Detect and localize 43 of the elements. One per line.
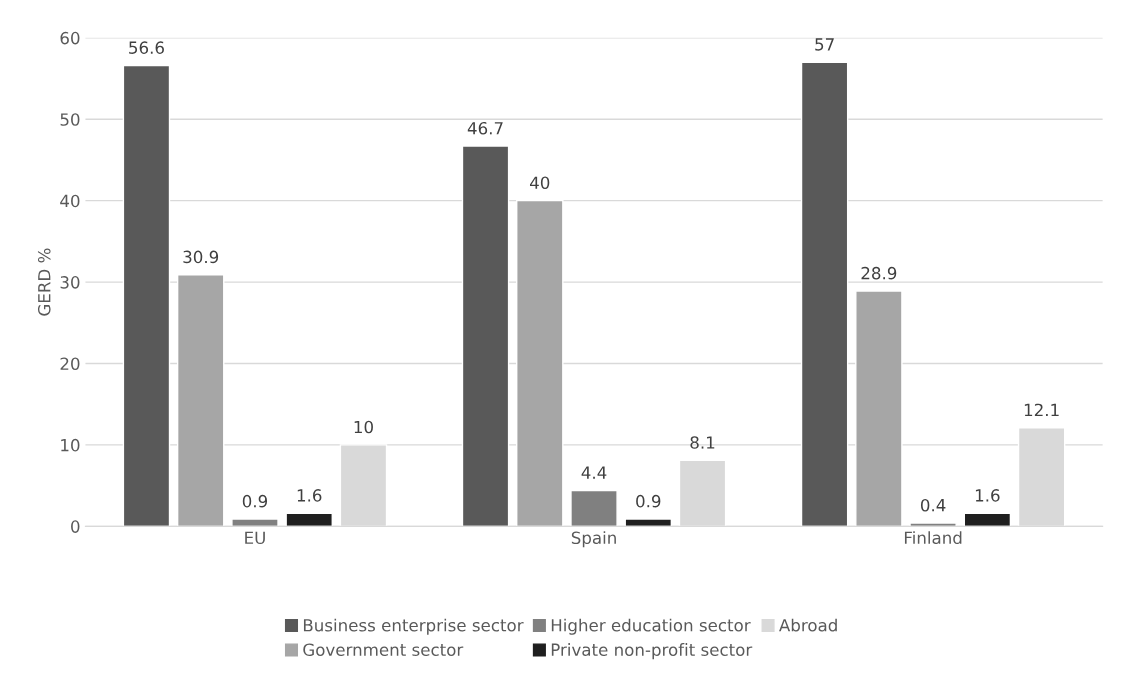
legend-label: Higher education sector (551, 618, 751, 635)
legend-label: Government sector (303, 643, 464, 657)
y-tick-label: 40 (60, 194, 80, 208)
x-tick-label: EU (245, 531, 265, 545)
bar (909, 522, 957, 527)
y-tick-label: 10 (61, 438, 80, 452)
data-label: 57 (815, 38, 834, 51)
data-label: 8.1 (690, 436, 715, 449)
bar (570, 489, 618, 527)
legend-label: Private non-profit sector (551, 643, 753, 660)
data-label: 56.6 (129, 41, 164, 54)
bar (176, 274, 225, 527)
y-tick-label: 20 (60, 357, 80, 371)
bar (122, 64, 171, 527)
data-label: 30.9 (183, 250, 219, 264)
data-label: 0.4 (920, 498, 946, 512)
data-label: 0.9 (636, 494, 661, 508)
x-tick-label: Finland (904, 531, 962, 545)
y-axis-title: GERD % (37, 248, 51, 316)
legend-label: Business enterprise sector (303, 618, 524, 635)
y-tick-label: 30 (60, 276, 80, 289)
y-tick-label: 60 (60, 31, 80, 45)
bar (516, 199, 564, 527)
data-label: 0.9 (242, 494, 268, 508)
data-label: 46.7 (467, 121, 503, 135)
bar (963, 512, 1012, 527)
y-tick-label: 0 (71, 520, 80, 533)
bar (231, 518, 279, 527)
bar (800, 61, 849, 527)
y-tick-label: 50 (60, 113, 80, 126)
data-label: 12.1 (1024, 403, 1059, 417)
bar (461, 145, 510, 527)
legend-label: Abroad (779, 618, 837, 632)
bar (624, 518, 673, 527)
data-label: 1.6 (297, 489, 322, 502)
data-label: 40 (529, 176, 550, 190)
bar (855, 290, 903, 527)
data-label: 1.6 (975, 489, 1000, 502)
data-label: 10 (354, 420, 373, 434)
x-tick-label: Spain (571, 531, 616, 548)
data-label: 4.4 (581, 466, 607, 479)
data-label: 28.9 (861, 266, 897, 280)
bar (285, 512, 333, 527)
